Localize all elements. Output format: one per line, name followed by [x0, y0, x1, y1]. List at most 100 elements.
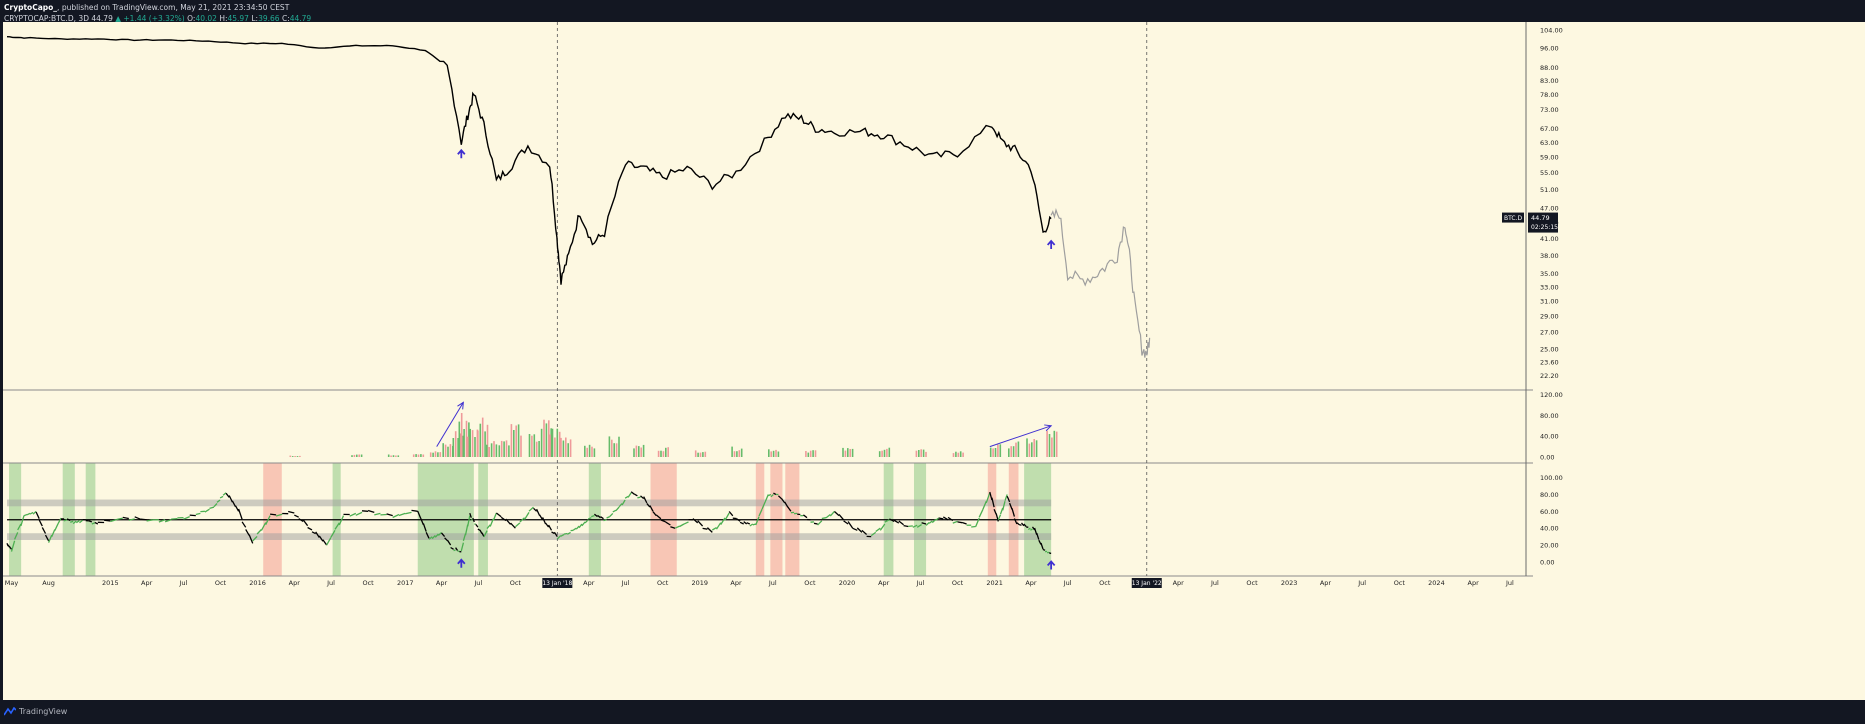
- rsi-segment: [189, 514, 196, 517]
- volume-bar: [493, 441, 495, 457]
- rsi-segment: [1020, 522, 1025, 527]
- volume-bar: [392, 455, 395, 457]
- volume-bar: [989, 447, 992, 457]
- time-axis-tick: Oct: [362, 579, 374, 587]
- volume-bar: [955, 451, 957, 457]
- symbol-label[interactable]: CRYPTOCAP:BTC.D, 3D: [4, 14, 89, 23]
- rsi-segment: [38, 519, 43, 527]
- symbol-tag: [1502, 212, 1524, 223]
- rsi-segment: [128, 518, 135, 521]
- time-axis-tick: Jul: [916, 579, 925, 587]
- high-value: 45.97: [227, 14, 249, 23]
- rsi-segment: [606, 516, 610, 519]
- rsi-segment: [834, 511, 840, 517]
- volume-axis-tick: 0.00: [1540, 454, 1554, 462]
- volume-bar: [538, 441, 540, 457]
- rsi-segment: [581, 521, 586, 527]
- time-axis-tick: 2024: [1428, 579, 1445, 587]
- footer-brand[interactable]: TradingView: [19, 707, 68, 716]
- volume-bar: [994, 448, 997, 457]
- rsi-segment: [957, 521, 963, 524]
- time-axis-tick: Apr: [289, 579, 301, 587]
- volume-bar: [704, 451, 707, 457]
- volume-bar: [517, 424, 520, 457]
- time-axis-tick: Jul: [1357, 579, 1366, 587]
- volume-bar: [618, 436, 620, 457]
- volume-bar: [415, 454, 417, 457]
- rsi-segment: [32, 510, 37, 515]
- rsi-segment: [411, 509, 418, 512]
- rsi-segment: [492, 512, 498, 521]
- rsi-segment: [575, 525, 580, 530]
- volume-bar: [296, 456, 299, 457]
- rsi-segment: [978, 509, 984, 518]
- rsi-segment: [584, 519, 589, 524]
- rsi-axis-tick: 100.00: [1540, 474, 1563, 482]
- volume-bar: [918, 450, 920, 457]
- rsi-segment: [627, 492, 632, 498]
- price-line: [6, 36, 1052, 285]
- rsi-segment: [302, 519, 309, 527]
- price-axis-tick: 38.00: [1540, 252, 1559, 260]
- rsi-segment: [702, 527, 708, 530]
- author-name[interactable]: CryptoCapo_: [4, 3, 58, 12]
- rsi-segment: [441, 532, 446, 538]
- volume-bar: [420, 454, 422, 457]
- rsi-segment: [597, 514, 601, 519]
- time-axis-tick: Jul: [1063, 579, 1072, 587]
- rsi-segment: [1019, 523, 1022, 526]
- axes: 104.00 96.00 88.00 83.00 78.00 73.00 67.00 63.0…: [5, 27, 1563, 588]
- rsi-segment: [643, 496, 648, 504]
- rsi-axis-tick: 60.00: [1540, 508, 1559, 516]
- volume-bar: [515, 425, 517, 457]
- price-axis-tick: 33.00: [1540, 283, 1559, 291]
- rsi-segment: [764, 494, 769, 503]
- volume-bar: [957, 452, 960, 457]
- rsi-segment: [542, 517, 547, 525]
- rsi-segment: [633, 493, 638, 497]
- volume-bar: [775, 449, 777, 457]
- rsi-segment: [660, 519, 666, 523]
- rsi-segment: [386, 513, 393, 517]
- volume-bar: [360, 454, 363, 457]
- volume-bar: [611, 439, 613, 457]
- volume-bar: [992, 448, 994, 457]
- up-arrow-icon: [1046, 239, 1056, 249]
- volume-bar: [551, 428, 554, 457]
- rsi-segment: [560, 533, 565, 537]
- time-axis-tick: Apr: [141, 579, 153, 587]
- low-value: 39.66: [258, 14, 280, 23]
- rsi-segment: [231, 500, 237, 508]
- volume-bar: [434, 451, 437, 457]
- time-axis-tick: 2019: [691, 579, 708, 587]
- rsi-segment: [47, 534, 53, 543]
- rsi-segment: [852, 527, 858, 531]
- volume-bar: [505, 440, 508, 457]
- rsi-segment: [374, 512, 381, 516]
- rsi-segment: [551, 531, 555, 535]
- volume-bar: [543, 419, 545, 457]
- price-change: ▲ +1.44 (+3.32%): [115, 14, 185, 23]
- time-axis-tick: 2020: [839, 579, 856, 587]
- rsi-segment: [928, 520, 933, 524]
- volume-bar: [1048, 434, 1051, 457]
- rsi-segment: [1048, 552, 1052, 555]
- rsi-segment: [870, 531, 877, 537]
- annotations: [436, 148, 1056, 570]
- time-axis-tick: Oct: [510, 579, 522, 587]
- time-axis-tick: Oct: [1099, 579, 1111, 587]
- volume-bar: [772, 450, 775, 457]
- rsi-segment: [884, 519, 890, 523]
- rsi-segment: [803, 514, 808, 519]
- rsi-segment: [195, 512, 201, 516]
- rsi-segment: [985, 492, 991, 504]
- volume-bar: [888, 447, 891, 457]
- time-axis-tick: Oct: [657, 579, 669, 587]
- rsi-segment: [510, 522, 516, 529]
- rsi-segment: [140, 518, 147, 521]
- rsi-segment: [728, 511, 734, 517]
- rsi-segment: [213, 503, 218, 508]
- volume-bar: [535, 441, 538, 457]
- rsi-segment: [615, 506, 620, 512]
